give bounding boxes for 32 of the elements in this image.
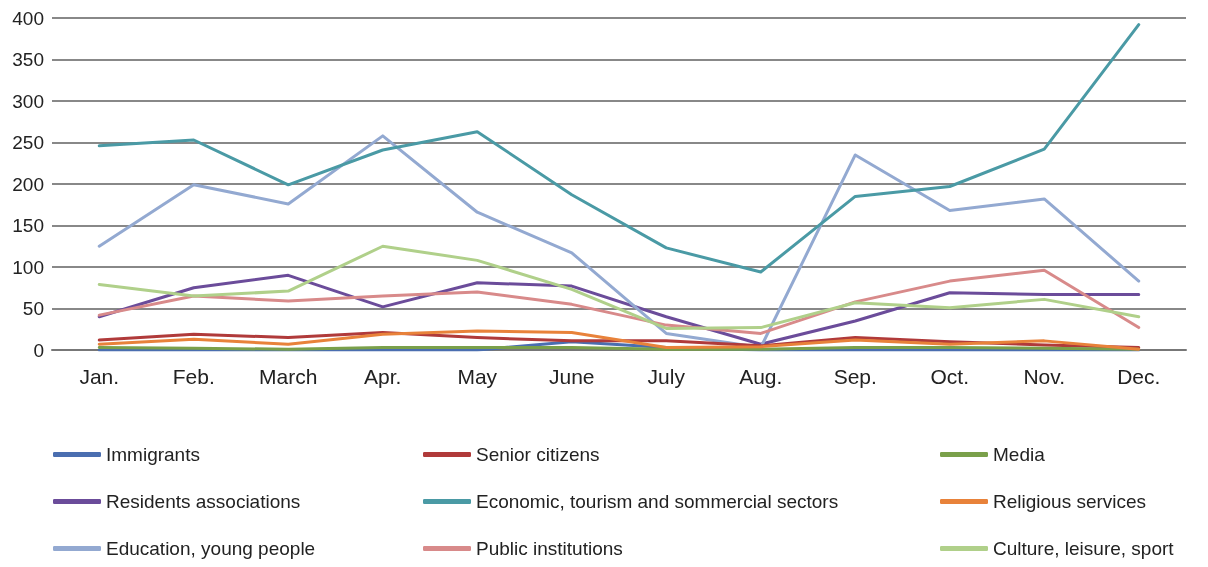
x-tick-label: Nov.: [1023, 365, 1066, 388]
y-tick-label: 150: [12, 215, 44, 236]
legend-label: Public institutions: [476, 538, 623, 559]
legend-label: Senior citizens: [476, 444, 600, 465]
y-tick-label: 200: [12, 173, 44, 195]
y-tick-label: 250: [12, 132, 44, 153]
legend-label: Media: [993, 444, 1046, 465]
y-tick-label: 0: [33, 339, 44, 361]
x-tick-label: Jan.: [79, 365, 120, 388]
legend-label: Immigrants: [106, 444, 200, 465]
x-tick-label: Dec.: [1117, 365, 1161, 388]
y-tick-label: 350: [12, 49, 44, 70]
legend-label: Culture, leisure, sport: [993, 538, 1175, 559]
x-tick-label: March: [259, 365, 318, 388]
y-tick-label: 400: [12, 7, 44, 29]
y-tick-label: 100: [12, 256, 44, 278]
legend-label: Economic, tourism and sommercial sectors: [476, 491, 839, 512]
legend-label: Education, young people: [106, 538, 316, 559]
y-tick-label: 300: [12, 90, 44, 112]
line-series: [97, 244, 1141, 330]
x-tick-label: May: [457, 365, 498, 388]
x-tick-label: July: [647, 365, 686, 388]
legend-label: Residents associations: [106, 491, 301, 512]
legend-label: Religious services: [993, 491, 1147, 512]
x-tick-label: Aug.: [739, 365, 783, 388]
x-tick-label: Apr.: [364, 365, 402, 388]
y-tick-label: 50: [22, 298, 44, 319]
x-tick-label: June: [548, 365, 595, 388]
x-tick-label: Oct.: [930, 365, 970, 388]
line-series: [97, 23, 1141, 274]
x-tick-label: Sep.: [833, 365, 877, 388]
x-tick-label: Feb.: [172, 365, 215, 388]
